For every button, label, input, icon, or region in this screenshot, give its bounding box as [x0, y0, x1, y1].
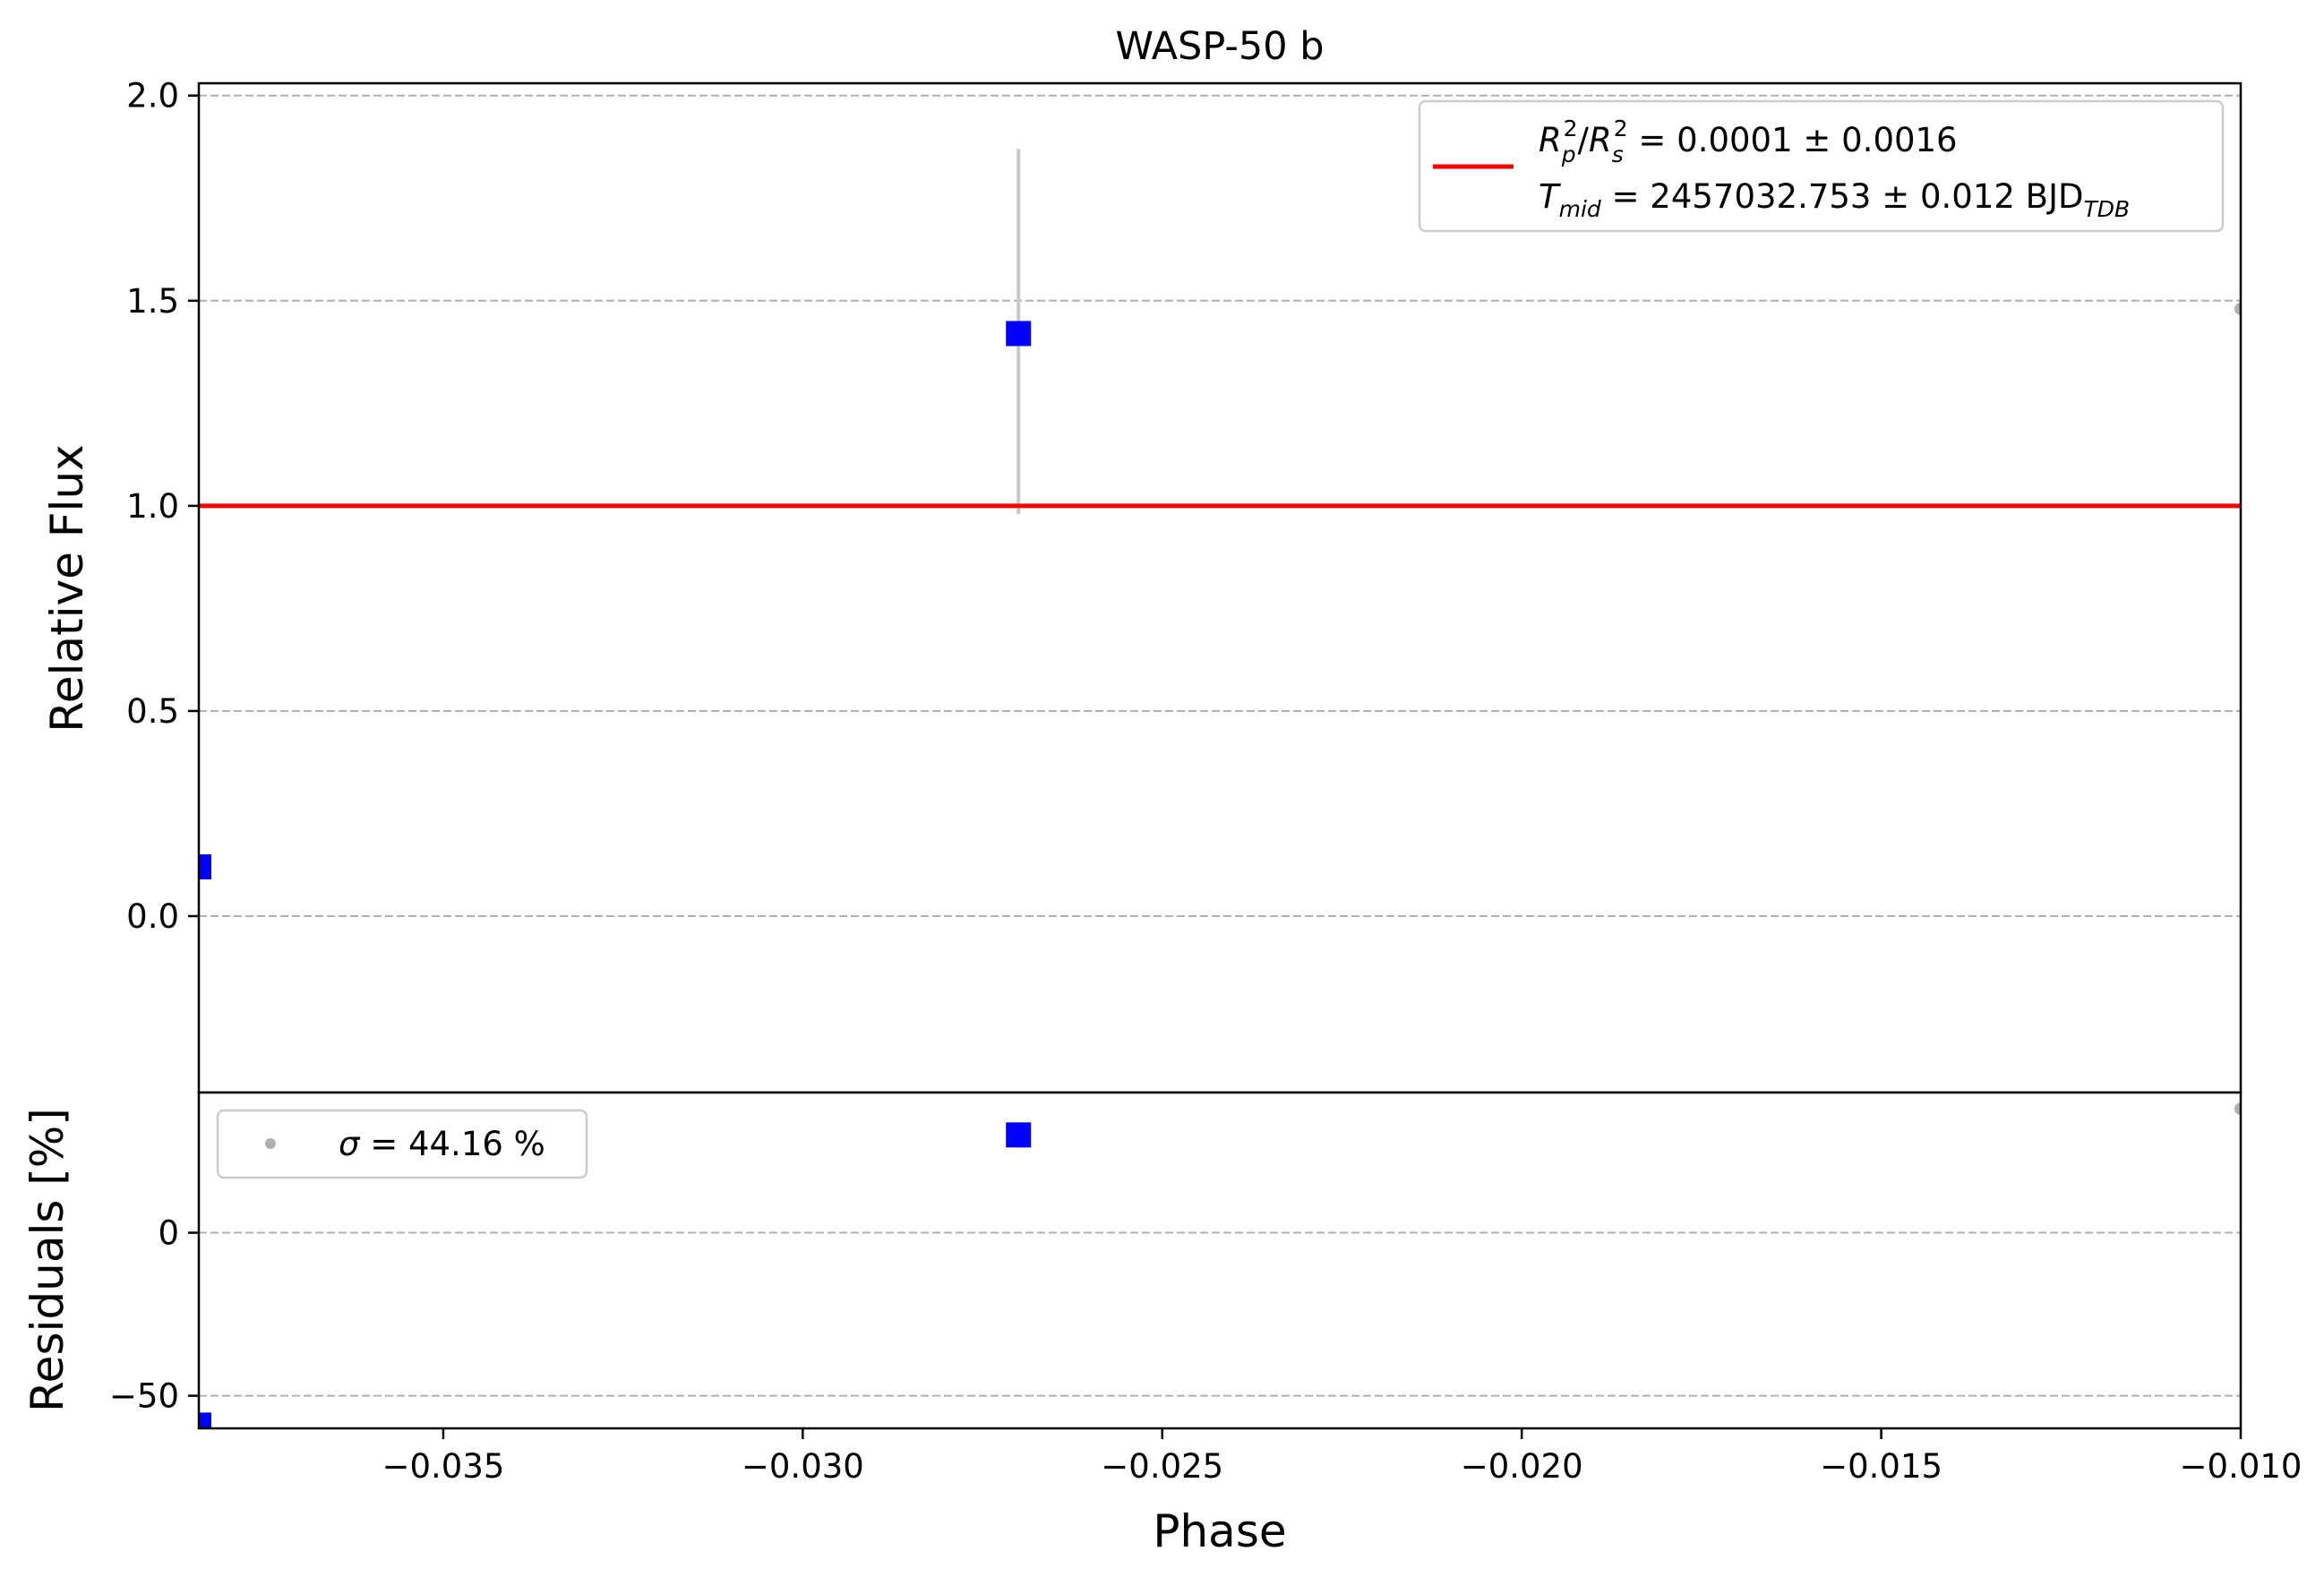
residual-binned-point: [199, 1412, 211, 1428]
flux-legend-box: [1418, 99, 2225, 233]
flux-legend: Rp2/Rs2 = 0.0001 ± 0.0016 Tmid = 2457032…: [1418, 99, 2225, 233]
residuals-legend: σ = 44.16 %: [216, 1109, 588, 1179]
flux-y-tick-label: 1.5: [126, 282, 179, 321]
flux-y-tick-label: 0.5: [126, 692, 179, 731]
flux-panel: 0.0 0.5 1.0 1.5 2.0: [126, 77, 2243, 1094]
phase-x-tick-label: −0.025: [1101, 1447, 1223, 1486]
x-axis-title: Phase: [1153, 1505, 1286, 1557]
phase-x-tick-label: −0.035: [382, 1447, 504, 1486]
flux-raw-point: [2234, 302, 2241, 315]
y-axis-title-residuals: Residuals [%]: [21, 1108, 73, 1412]
legend-rp-rs-entry: Rp2/Rs2 = 0.0001 ± 0.0016: [1539, 116, 1958, 167]
legend-residual-marker: [265, 1138, 276, 1149]
chart-title: WASP-50 b: [1115, 24, 1324, 69]
residuals-legend-box: [216, 1109, 588, 1179]
phase-x-ticks: −0.035 −0.030 −0.025 −0.020 −0.015 −0.010: [382, 1428, 2302, 1486]
residuals-plot-frame: [197, 1091, 2243, 1430]
phase-x-tick-label: −0.030: [742, 1447, 864, 1486]
flux-data-marks: [199, 149, 2241, 880]
y-axis-title-flux: Relative Flux: [41, 444, 93, 732]
flux-plot-area: [199, 83, 2241, 1093]
phase-x-tick-label: −0.010: [2180, 1447, 2303, 1486]
residuals-y-ticks: −50 0: [109, 1214, 199, 1416]
residual-raw-point: [2234, 1102, 2241, 1116]
flux-binned-point: [1006, 321, 1032, 347]
flux-y-tick-label: 2.0: [126, 77, 179, 116]
legend-sigma-entry: σ = 44.16 %: [339, 1125, 545, 1163]
residuals-gridlines: [199, 1231, 2241, 1397]
residual-y-tick-label: 0: [158, 1214, 179, 1253]
phase-x-tick-label: −0.015: [1820, 1447, 1942, 1486]
flux-binned-point: [199, 854, 211, 880]
flux-y-ticks: 0.0 0.5 1.0 1.5 2.0: [126, 77, 199, 936]
residual-binned-point: [1006, 1122, 1032, 1148]
flux-y-tick-label: 0.0: [126, 897, 179, 936]
flux-y-tick-label: 1.0: [126, 487, 179, 526]
residuals-data-marks: [199, 1102, 2241, 1428]
residual-y-tick-label: −50: [109, 1377, 179, 1416]
legend-tmid-entry: Tmid = 2457032.753 ± 0.012 BJDTDB: [1539, 177, 2130, 222]
phase-x-tick-label: −0.020: [1461, 1447, 1583, 1486]
